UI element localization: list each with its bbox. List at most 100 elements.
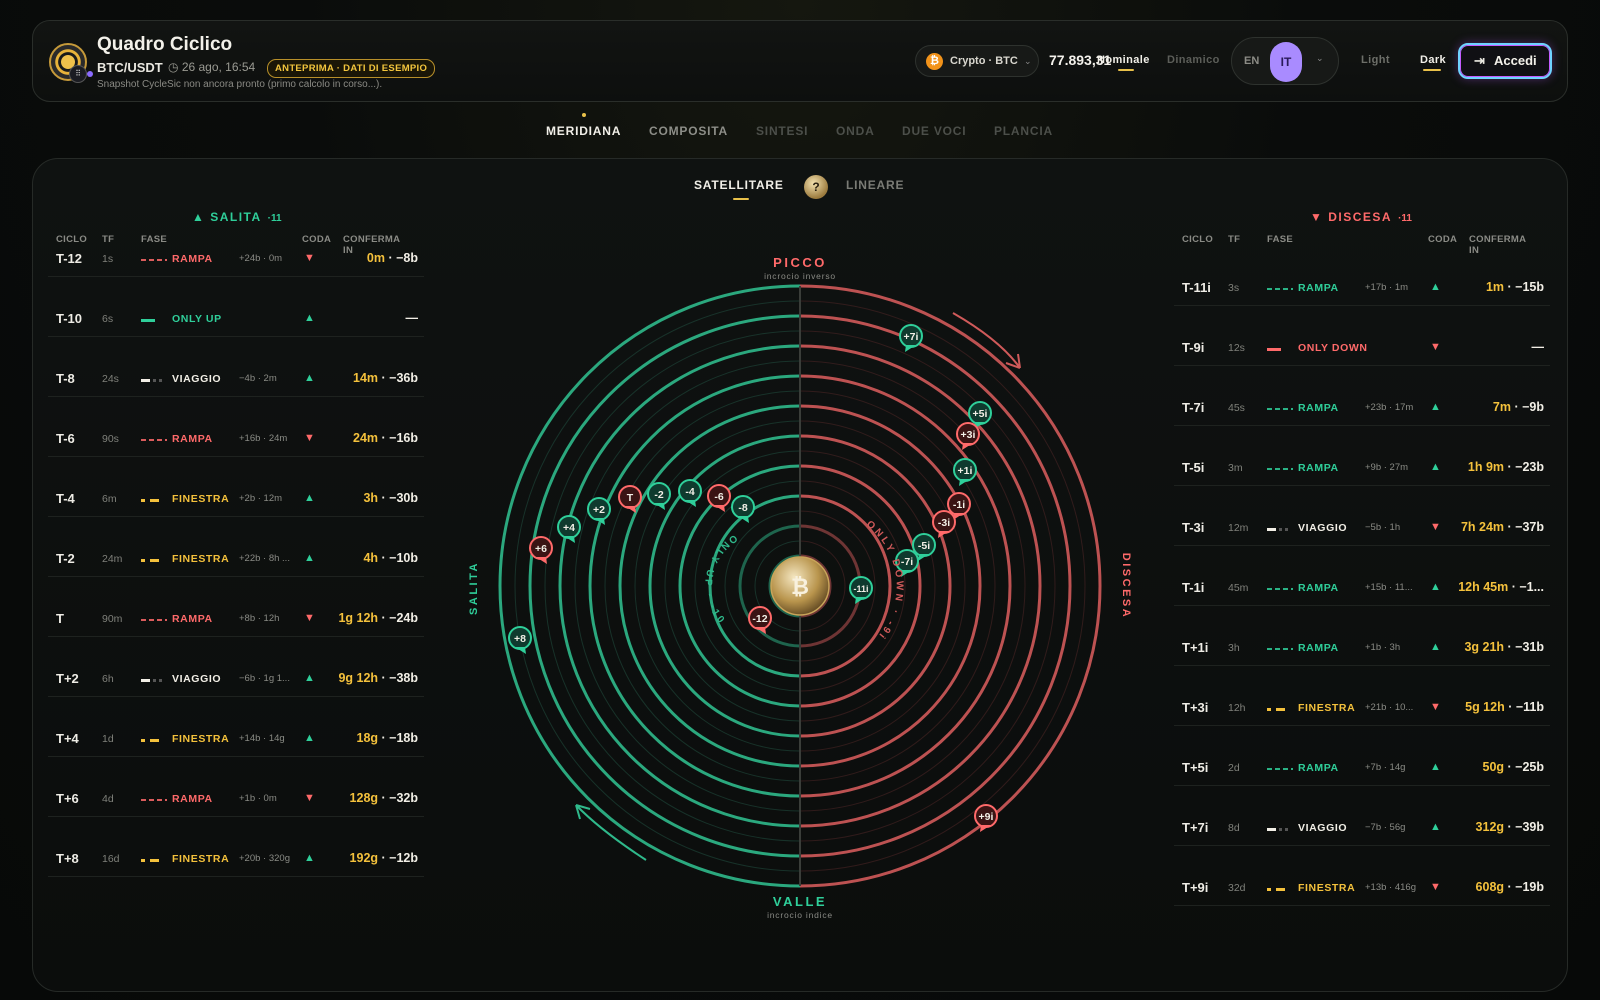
lang-en-option[interactable]: EN bbox=[1244, 55, 1260, 67]
apps-icon[interactable]: ⠿ bbox=[69, 65, 87, 83]
phase-line-icon bbox=[141, 799, 167, 801]
phase-line-icon bbox=[141, 499, 167, 502]
confirm-time: 4h bbox=[363, 551, 379, 565]
tab-onda[interactable]: ONDA bbox=[836, 124, 875, 138]
triangle-up-icon: ▲ bbox=[304, 312, 315, 324]
phase-label: VIAGGIO bbox=[172, 673, 222, 685]
confirm-bars: · −19b bbox=[1504, 880, 1544, 894]
table-row[interactable]: T-9i 12s ONLY DOWN ▼ — bbox=[1174, 336, 1550, 366]
tab-due-voci[interactable]: DUE VOCI bbox=[902, 124, 967, 138]
table-row[interactable]: T-11i 3s RAMPA +17b · 1m ▲ 1m · −15b bbox=[1174, 276, 1550, 306]
tab-composita[interactable]: COMPOSITA bbox=[649, 124, 728, 138]
table-row[interactable]: T+7i 8d VIAGGIO −7b · 56g ▲ 312g · −39b bbox=[1174, 816, 1550, 846]
timeframe: 12h bbox=[1228, 702, 1246, 714]
language-selector[interactable]: EN IT ⌄ bbox=[1231, 37, 1339, 85]
triangle-up-icon: ▲ bbox=[304, 672, 315, 684]
triangle-up-icon: ▲ bbox=[304, 372, 315, 384]
confirm-time: 24m bbox=[353, 431, 379, 445]
app-title: Quadro Ciclico bbox=[97, 34, 233, 55]
phase-info: +1b · 3h bbox=[1365, 642, 1401, 653]
col-coda: CODA bbox=[1428, 234, 1458, 245]
cycle-name: T+8 bbox=[56, 851, 79, 866]
help-button[interactable]: ? bbox=[804, 175, 828, 199]
col-tf: TF bbox=[1228, 234, 1241, 245]
confirm-in: 7h 24m · −37b bbox=[1461, 520, 1544, 534]
confirm-time: 14m bbox=[353, 371, 379, 385]
table-row[interactable]: T-8 24s VIAGGIO −4b · 2m ▲ 14m · −36b bbox=[48, 367, 424, 397]
cycle-name: T+4 bbox=[56, 731, 79, 746]
phase-line-icon bbox=[1267, 528, 1293, 531]
confirm-in: 608g · −19b bbox=[1476, 880, 1544, 894]
tab-sintesi[interactable]: SINTESI bbox=[756, 124, 809, 138]
triangle-down-icon: ▼ bbox=[304, 612, 315, 624]
table-row[interactable]: T-3i 12m VIAGGIO −5b · 1h ▼ 7h 24m · −37b bbox=[1174, 516, 1550, 546]
phase-label: RAMPA bbox=[172, 433, 213, 445]
confirm-bars: · −18b bbox=[378, 731, 418, 745]
table-row[interactable]: T-12 1s RAMPA +24b · 0m ▼ 0m · −8b bbox=[48, 247, 424, 277]
confirm-in: 0m · −8b bbox=[367, 251, 418, 265]
mode-nominale[interactable]: Nominale bbox=[1097, 54, 1150, 66]
confirm-bars: · −25b bbox=[1504, 760, 1544, 774]
triangle-down-icon: ▼ bbox=[1430, 701, 1441, 713]
cycle-name: T+5i bbox=[1182, 760, 1209, 775]
cycle-name: T-4 bbox=[56, 491, 75, 506]
table-row[interactable]: T+6 4d RAMPA +1b · 0m ▼ 128g · −32b bbox=[48, 787, 424, 817]
triangle-up-icon: ▲ bbox=[1430, 281, 1441, 293]
mode-active-underline bbox=[1118, 69, 1134, 71]
table-row[interactable]: T+9i 32d FINESTRA +13b · 416g ▼ 608g · −19b bbox=[1174, 876, 1550, 906]
confirm-time: 7m bbox=[1492, 400, 1511, 414]
table-row[interactable]: T+1i 3h RAMPA +1b · 3h ▲ 3g 21h · −31b bbox=[1174, 636, 1550, 666]
phase-label: ONLY DOWN bbox=[1298, 342, 1368, 354]
cycle-name: T-9i bbox=[1182, 340, 1205, 355]
table-row[interactable]: T+8 16d FINESTRA +20b · 320g ▲ 192g · −12b bbox=[48, 847, 424, 877]
asset-selector[interactable]: ₿ Crypto · BTC ⌄ bbox=[915, 45, 1039, 77]
phase-label: FINESTRA bbox=[1298, 702, 1356, 714]
timeframe: 45s bbox=[1228, 402, 1245, 414]
phase-label: FINESTRA bbox=[172, 553, 230, 565]
table-row[interactable]: T-1i 45m RAMPA +15b · 11... ▲ 12h 45m · −1... bbox=[1174, 576, 1550, 606]
table-row[interactable]: T+2 6h VIAGGIO −6b · 1g 1... ▲ 9g 12h · −38b bbox=[48, 667, 424, 697]
cycle-name: T+9i bbox=[1182, 880, 1209, 895]
phase-line-icon bbox=[1267, 348, 1281, 351]
clock-icon: ◷ bbox=[168, 60, 182, 74]
confirm-bars: · −12b bbox=[378, 851, 418, 865]
confirm-time: 50g bbox=[1482, 760, 1505, 774]
cycle-name: T-8 bbox=[56, 371, 75, 386]
table-row[interactable]: T-2 24m FINESTRA +22b · 8h ... ▲ 4h · −10b bbox=[48, 547, 424, 577]
confirm-time: 608g bbox=[1475, 880, 1505, 894]
phase-info: +20b · 320g bbox=[239, 853, 290, 864]
confirm-in: 24m · −16b bbox=[353, 431, 418, 445]
phase-info: +14b · 14g bbox=[239, 733, 285, 744]
confirm-bars: — bbox=[405, 311, 419, 325]
cycle-name: T-3i bbox=[1182, 520, 1205, 535]
login-button[interactable]: ⇥ Accedi bbox=[1458, 43, 1552, 79]
confirm-time: 1h 9m bbox=[1467, 460, 1505, 474]
phase-info: +8b · 12h bbox=[239, 613, 280, 624]
timeframe: 12s bbox=[1228, 342, 1245, 354]
table-row[interactable]: T+3i 12h FINESTRA +21b · 10... ▼ 5g 12h · −11… bbox=[1174, 696, 1550, 726]
tab-meridiana[interactable]: MERIDIANA bbox=[546, 124, 622, 138]
theme-light[interactable]: Light bbox=[1361, 54, 1390, 66]
confirm-time: 192g bbox=[349, 851, 379, 865]
table-row[interactable]: T 90m RAMPA +8b · 12h ▼ 1g 12h · −24b bbox=[48, 607, 424, 637]
table-row[interactable]: T-10 6s ONLY UP ▲ — bbox=[48, 307, 424, 337]
table-row[interactable]: T-5i 3m RAMPA +9b · 27m ▲ 1h 9m · −23b bbox=[1174, 456, 1550, 486]
timeframe: 16d bbox=[102, 853, 120, 865]
confirm-in: 5g 12h · −11b bbox=[1465, 700, 1544, 714]
table-row[interactable]: T-6 90s RAMPA +16b · 24m ▼ 24m · −16b bbox=[48, 427, 424, 457]
view-lineare[interactable]: LINEARE bbox=[846, 178, 905, 192]
confirm-bars: · −36b bbox=[378, 371, 418, 385]
theme-dark[interactable]: Dark bbox=[1420, 54, 1447, 66]
table-row[interactable]: T-4 6m FINESTRA +2b · 12m ▲ 3h · −30b bbox=[48, 487, 424, 517]
phase-label: VIAGGIO bbox=[1298, 522, 1348, 534]
view-satellitare[interactable]: SATELLITARE bbox=[694, 178, 784, 192]
mode-dinamico[interactable]: Dinamico bbox=[1167, 54, 1220, 66]
table-row[interactable]: T-7i 45s RAMPA +23b · 17m ▲ 7m · −9b bbox=[1174, 396, 1550, 426]
table-row[interactable]: T+4 1d FINESTRA +14b · 14g ▲ 18g · −18b bbox=[48, 727, 424, 757]
tab-plancia[interactable]: PLANCIA bbox=[994, 124, 1053, 138]
col-ciclo: CICLO bbox=[56, 234, 88, 245]
lang-it-option[interactable]: IT bbox=[1270, 42, 1302, 82]
triangle-down-icon: ▼ bbox=[304, 432, 315, 444]
table-row[interactable]: T+5i 2d RAMPA +7b · 14g ▲ 50g · −25b bbox=[1174, 756, 1550, 786]
timeframe: 6s bbox=[102, 313, 114, 325]
